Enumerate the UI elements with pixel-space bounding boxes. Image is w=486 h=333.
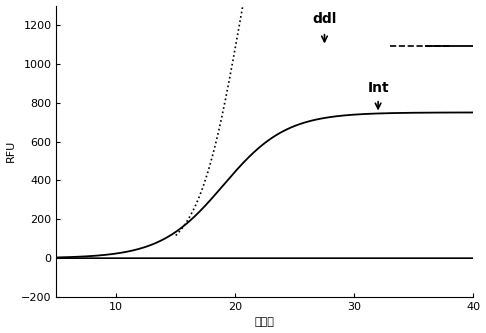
Y-axis label: RFU: RFU — [5, 140, 16, 163]
Text: Int: Int — [367, 81, 389, 95]
X-axis label: 循璯数: 循璯数 — [255, 317, 275, 327]
Text: ddl: ddl — [312, 12, 337, 26]
